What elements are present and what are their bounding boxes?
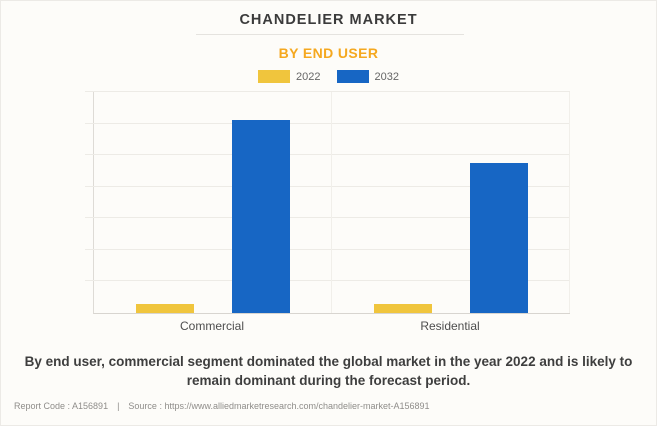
gridline-horizontal bbox=[85, 122, 570, 124]
gridline-horizontal bbox=[85, 248, 570, 250]
bars-row bbox=[94, 92, 570, 313]
gridline-horizontal bbox=[85, 185, 570, 187]
gridline-horizontal bbox=[85, 154, 570, 156]
summary-text: By end user, commercial segment dominate… bbox=[24, 354, 633, 388]
chart-subtitle: BY END USER bbox=[278, 45, 379, 61]
gridline-vertical-right bbox=[569, 92, 570, 313]
legend-item-2022: 2022 bbox=[258, 70, 321, 83]
plot-area bbox=[85, 91, 570, 314]
footer: Report Code : A156891 | Source : https:/… bbox=[14, 401, 430, 411]
bar-group-residential bbox=[332, 92, 570, 313]
category-labels: Commercial Residential bbox=[93, 319, 569, 333]
bar-commercial-2022 bbox=[136, 303, 194, 313]
bar-group-commercial bbox=[94, 92, 332, 313]
gridline-horizontal bbox=[85, 217, 570, 219]
gridline-horizontal bbox=[85, 280, 570, 282]
source-text: Source : https://www.alliedmarketresearc… bbox=[128, 401, 430, 411]
legend-swatch-2022 bbox=[258, 70, 291, 83]
legend-item-2032: 2032 bbox=[336, 70, 399, 83]
bar-residential-2022 bbox=[374, 304, 432, 313]
legend-label-2022: 2022 bbox=[296, 70, 321, 83]
bar-commercial-2032 bbox=[232, 120, 290, 313]
category-label-commercial: Commercial bbox=[179, 319, 244, 333]
page-title: CHANDELIER MARKET bbox=[239, 12, 418, 28]
legend: 2022 2032 bbox=[1, 70, 656, 83]
bar-residential-2032 bbox=[470, 163, 528, 313]
footer-separator: | bbox=[117, 401, 120, 411]
gridline-vertical-mid bbox=[331, 92, 332, 313]
legend-label-2032: 2032 bbox=[374, 70, 399, 83]
legend-swatch-2032 bbox=[336, 70, 369, 83]
category-label-residential: Residential bbox=[420, 319, 480, 333]
report-code: Report Code : A156891 bbox=[14, 401, 109, 411]
title-divider bbox=[196, 34, 464, 35]
gridline-horizontal bbox=[85, 91, 570, 92]
